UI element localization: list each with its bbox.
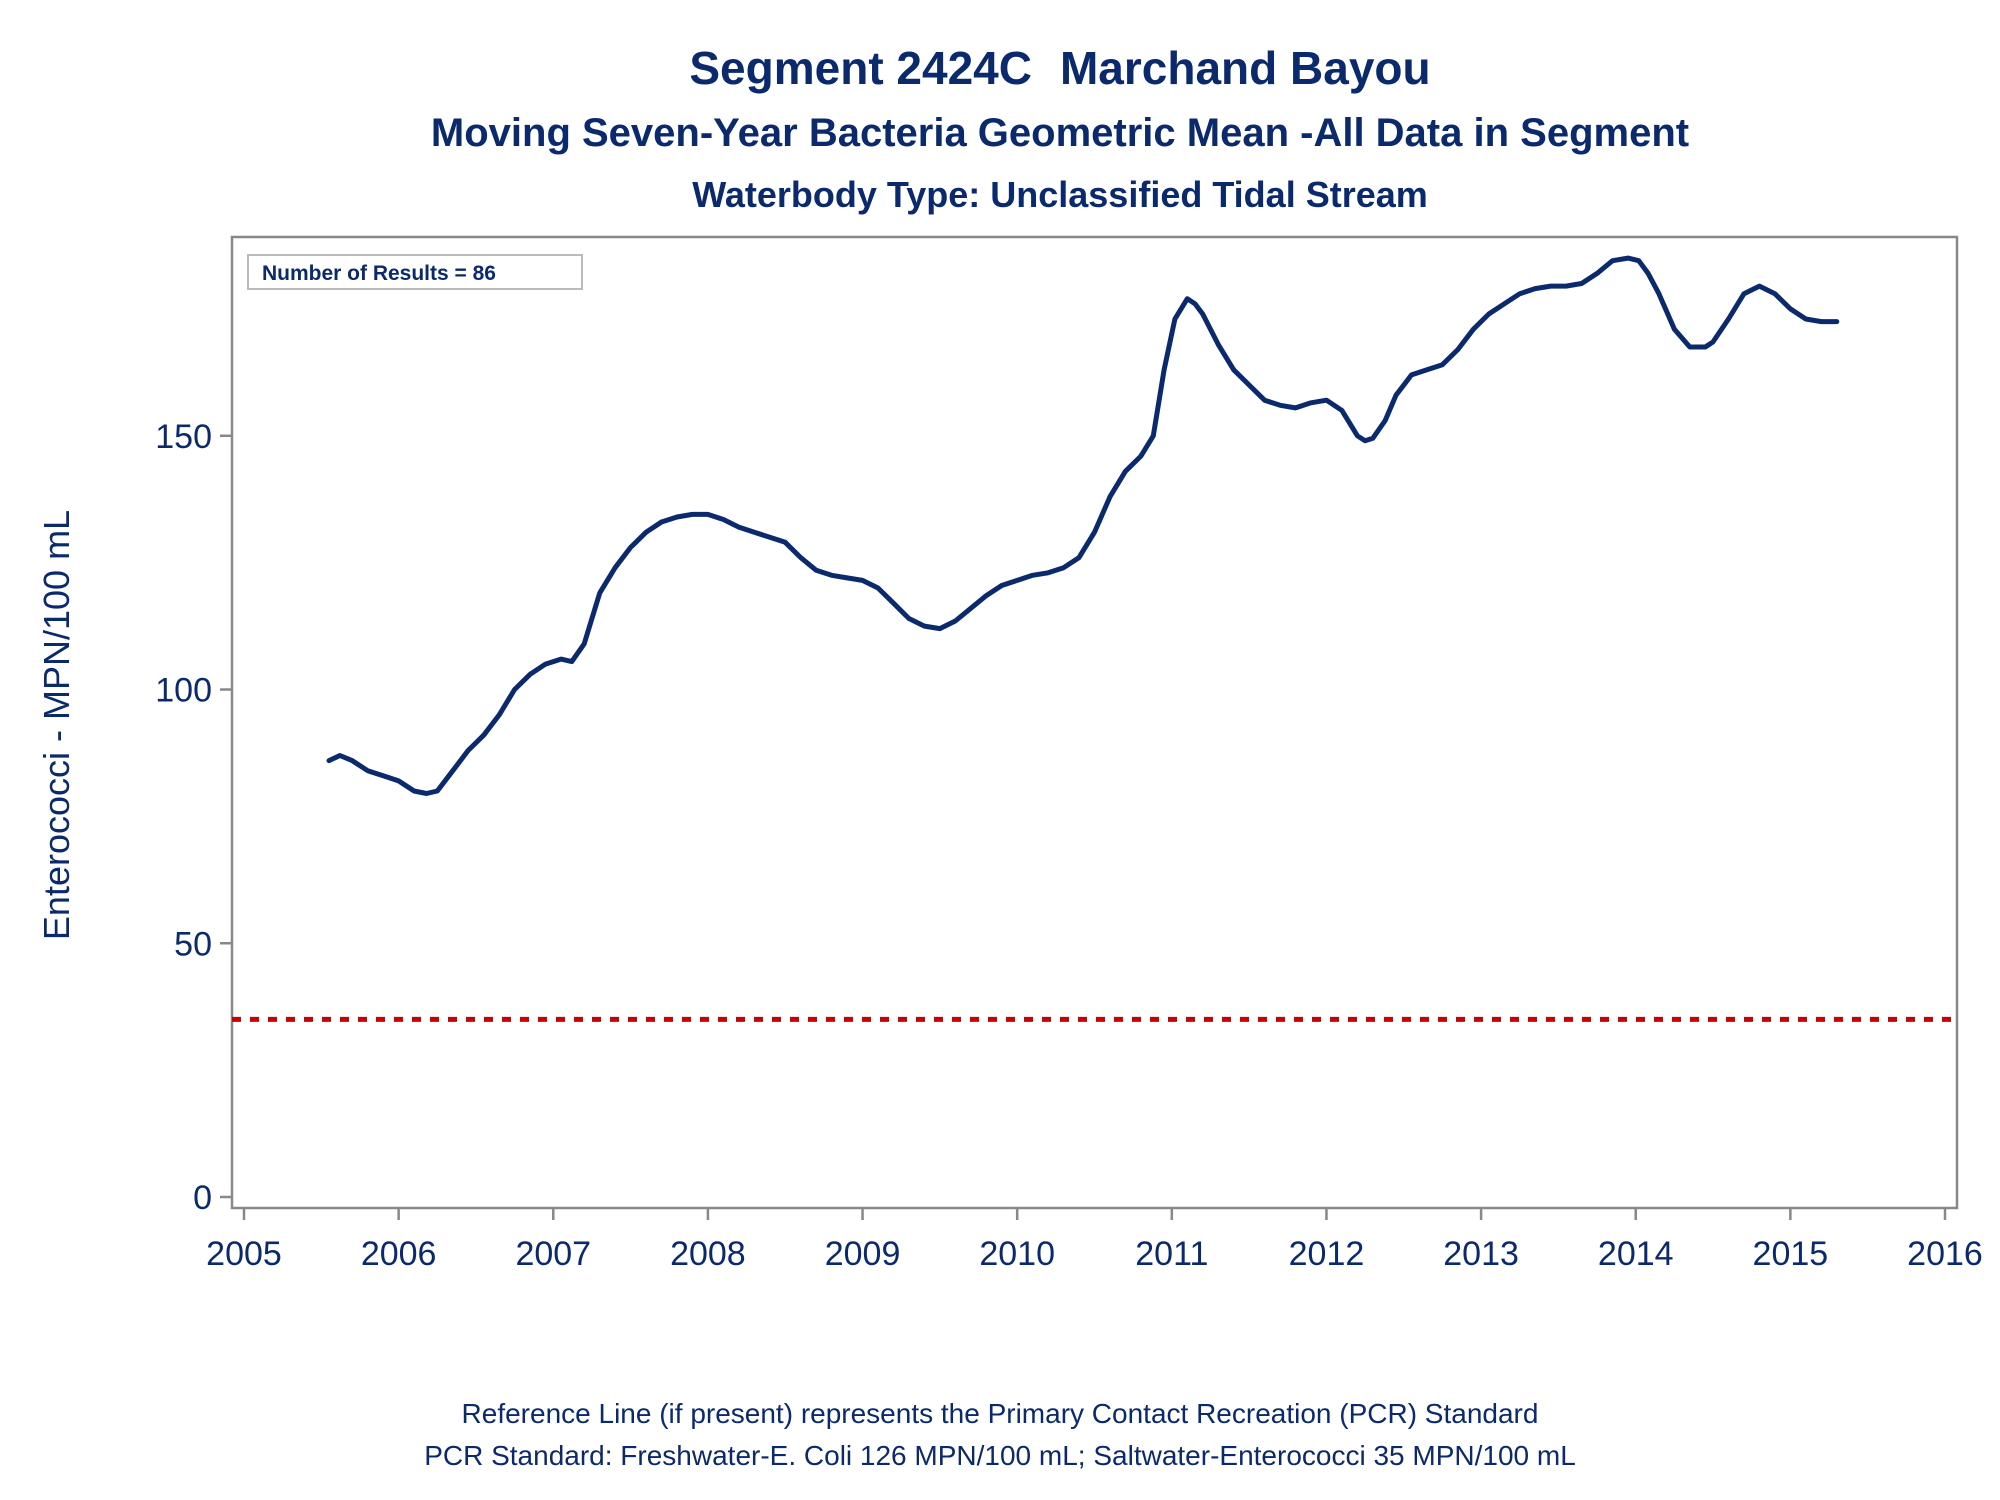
x-tick-label-2006: 2006: [361, 1235, 437, 1273]
x-tick-label-2013: 2013: [1443, 1235, 1519, 1273]
y-tick-label-50: 50: [174, 925, 212, 963]
waterbody-type: Waterbody Type: Unclassified Tidal Strea…: [692, 174, 1428, 215]
x-tick-label-2009: 2009: [825, 1235, 901, 1273]
footnote-pcr-standard: PCR Standard: Freshwater-E. Coli 126 MPN…: [424, 1440, 1576, 1471]
x-tick-label-2015: 2015: [1753, 1235, 1829, 1273]
x-tick-label-2007: 2007: [515, 1235, 591, 1273]
waterbody-name: Marchand Bayou: [1059, 42, 1431, 94]
x-tick-label-2008: 2008: [670, 1235, 746, 1273]
geometric-mean-line-0: [326, 255, 1840, 796]
results-count-box: [247, 254, 583, 290]
y-tick-label-150: 150: [155, 418, 212, 456]
x-tick-label-2012: 2012: [1289, 1235, 1365, 1273]
x-tick-label-2011: 2011: [1135, 1235, 1208, 1273]
x-tick-label-2010: 2010: [979, 1235, 1055, 1273]
chart-title: Segment 2424C Marchand Bayou: [120, 36, 2000, 100]
x-tick-label-2016: 2016: [1907, 1235, 1983, 1273]
segment-label: Segment 2424C: [689, 42, 1032, 94]
results-count-label: Number of Results = 86: [262, 262, 496, 285]
plot-area-frame: [230, 235, 1959, 1210]
y-tick-label-0: 0: [193, 1179, 212, 1217]
y-tick-label-100: 100: [155, 672, 212, 710]
x-tick-label-2014: 2014: [1598, 1235, 1674, 1273]
y-axis-label: Enterococci - MPN/100 mL: [36, 510, 77, 940]
x-tick-label-2005: 2005: [206, 1235, 282, 1273]
chart-subtitle: Moving Seven-Year Bacteria Geometric Mea…: [430, 111, 1690, 155]
footnote-reference-line: Reference Line (if present) represents t…: [461, 1398, 1539, 1429]
